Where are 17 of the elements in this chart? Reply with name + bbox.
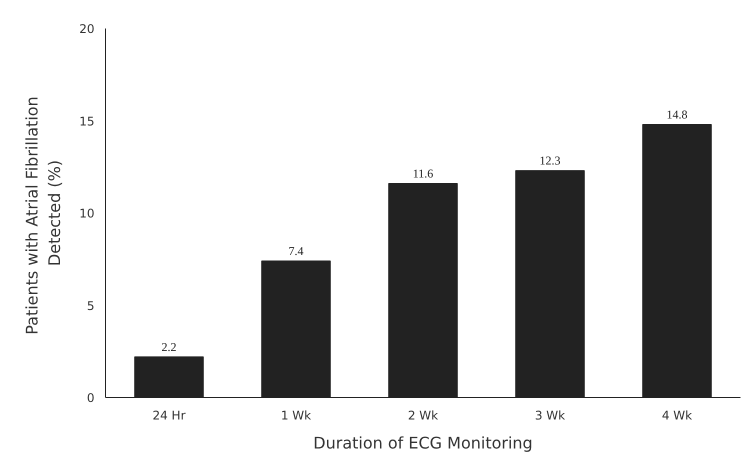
x-axis-title: Duration of ECG Monitoring	[313, 434, 533, 452]
x-tick-label: 1 Wk	[280, 408, 312, 422]
data-label: 12.3	[540, 154, 560, 168]
x-tick-label: 3 Wk	[534, 408, 566, 422]
data-label: 11.6	[412, 166, 434, 180]
y-tick-label: 5	[86, 298, 95, 313]
x-tick-label: 2 Wk	[408, 408, 438, 422]
y-tick-label: 15	[79, 114, 95, 128]
y-tick-label: 10	[79, 206, 95, 220]
y-tick-label: 0	[86, 391, 95, 405]
data-label: 7.4	[288, 244, 304, 258]
data-label: 14.8	[666, 107, 688, 122]
data-label: 2.2	[162, 340, 176, 354]
y-axis-title: Patients with Atrial Fibrillation Detected (%)	[22, 96, 64, 335]
x-tick-label: 24 Hr	[152, 408, 186, 422]
y-tick-label: 20	[79, 22, 95, 36]
x-tick-label: 4 Wk	[662, 408, 692, 422]
